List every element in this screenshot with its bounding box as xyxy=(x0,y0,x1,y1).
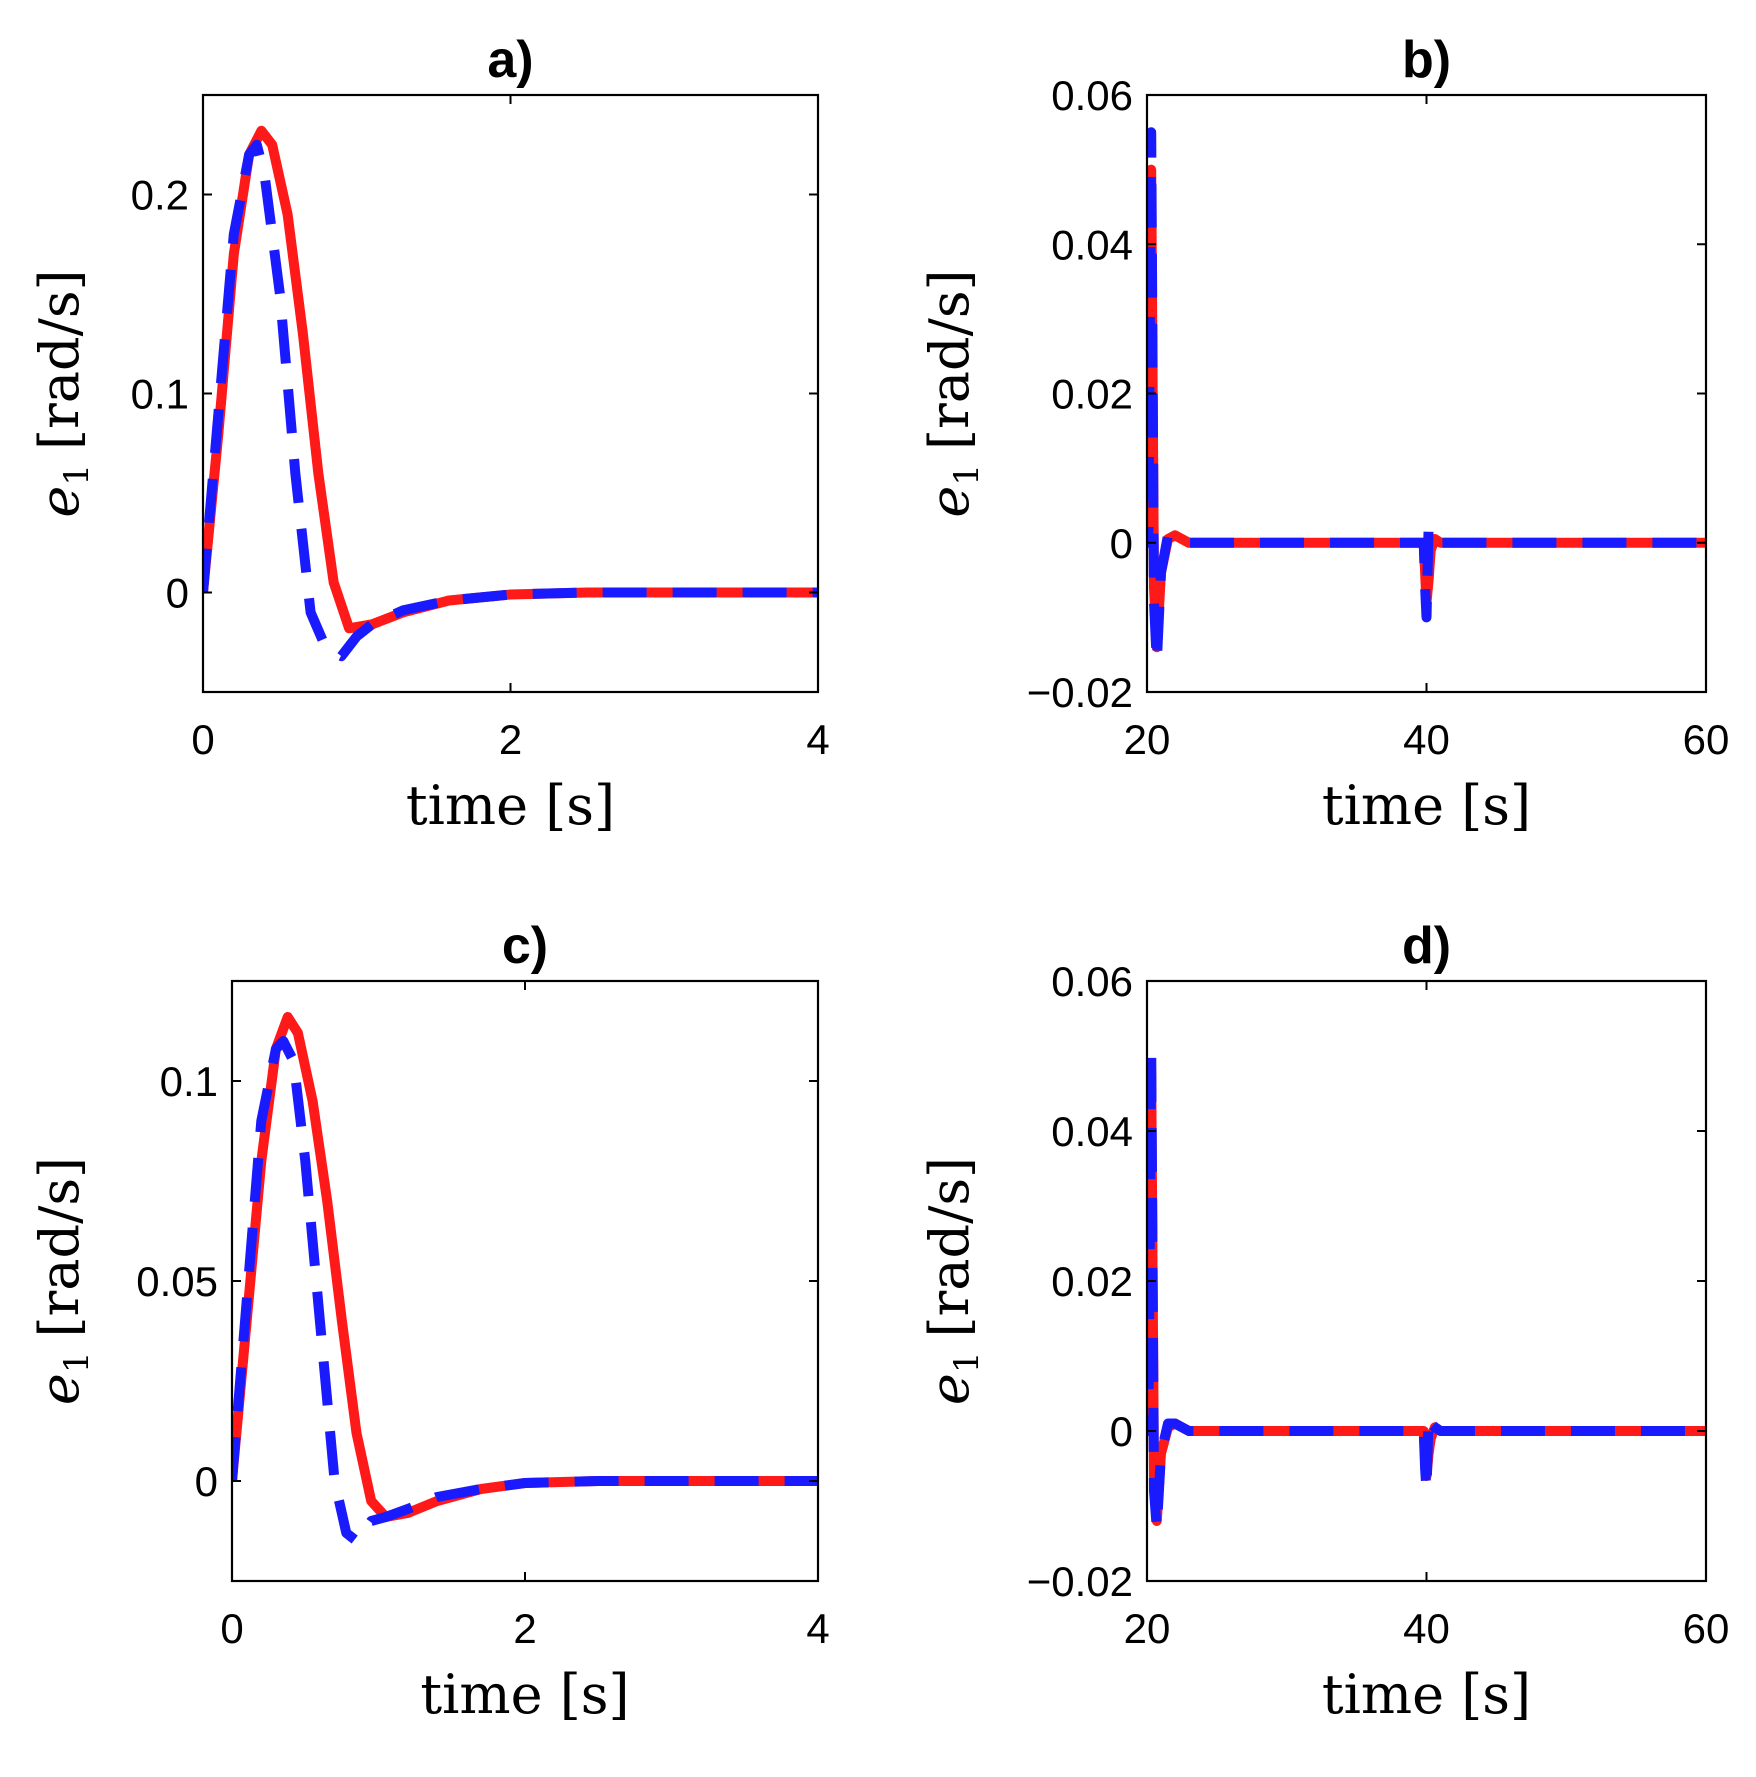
plot-frame xyxy=(201,93,820,694)
series-red-line xyxy=(232,1012,818,1522)
x-axis-label: time [s] xyxy=(420,1663,629,1726)
y-axis-label: e1 [rad/s] xyxy=(28,1157,97,1405)
panel-title: c) xyxy=(502,917,548,975)
y-tick-label: 0.02 xyxy=(1051,371,1133,418)
y-tick-label: −0.02 xyxy=(1027,669,1133,716)
y-tick-label: 0 xyxy=(166,570,189,617)
series-blue-line xyxy=(1147,1043,1706,1534)
panel-title: b) xyxy=(1402,31,1451,89)
panel-c: 0 2 4 0 0.05 0.1 c) time [s] e1 [rad/s] xyxy=(28,917,830,1726)
series-red-line xyxy=(203,125,818,634)
y-axis-label-subscript: 1 xyxy=(57,464,97,486)
y-axis-label-symbol: e xyxy=(918,1373,981,1405)
x-tick-label: 20 xyxy=(1124,1605,1171,1652)
y-axis-label-symbol: e xyxy=(28,486,91,518)
x-axis-label: time [s] xyxy=(1322,1663,1531,1726)
series-red-line xyxy=(1147,164,1706,653)
y-axis-label-subscript: 1 xyxy=(57,1352,97,1374)
y-tick-label: −0.02 xyxy=(1027,1558,1133,1605)
x-axis-label: time [s] xyxy=(406,774,615,837)
panel-a: 0 2 4 0 0.1 0.2 a) time [s] e1 [rad/s] xyxy=(28,31,830,837)
x-axis-label: time [s] xyxy=(1322,774,1531,837)
y-tick-label: 0.06 xyxy=(1051,72,1133,119)
series-blue-line xyxy=(1147,127,1706,668)
y-axis-label: e1 [rad/s] xyxy=(918,269,987,517)
x-tick-label: 60 xyxy=(1683,1605,1730,1652)
x-tick-label: 40 xyxy=(1403,1605,1450,1652)
y-axis-label-symbol: e xyxy=(28,1373,91,1405)
y-tick-label: 0.04 xyxy=(1051,1108,1133,1155)
series-group xyxy=(1147,127,1706,668)
y-tick-label: 0.2 xyxy=(131,172,189,219)
series-blue-line xyxy=(203,139,818,662)
x-tick-label: 0 xyxy=(220,1605,243,1652)
y-axis-label-unit: [rad/s] xyxy=(28,1157,91,1338)
y-axis-label: e1 [rad/s] xyxy=(918,1157,987,1405)
series-red-line xyxy=(1147,1066,1706,1526)
panel-title: a) xyxy=(487,31,533,89)
y-axis-label-symbol: e xyxy=(918,486,981,518)
plot-frame xyxy=(230,979,820,1583)
series-group xyxy=(203,125,818,662)
x-tick-label: 40 xyxy=(1403,716,1450,763)
y-axis-label-subscript: 1 xyxy=(947,464,987,486)
plot-frame xyxy=(1145,979,1708,1583)
y-tick-label: 0.05 xyxy=(136,1258,218,1305)
series-group xyxy=(232,1012,818,1546)
y-tick-label: 0.06 xyxy=(1051,958,1133,1005)
y-tick-label: 0 xyxy=(195,1458,218,1505)
y-axis-label-unit: [rad/s] xyxy=(918,1157,981,1338)
y-tick-label: 0.1 xyxy=(131,371,189,418)
x-tick-label: 2 xyxy=(499,716,522,763)
x-tick-label: 20 xyxy=(1124,716,1171,763)
y-axis-label-subscript: 1 xyxy=(947,1352,987,1374)
y-tick-label: 0.1 xyxy=(160,1058,218,1105)
x-tick-label: 4 xyxy=(806,1605,829,1652)
series-blue-line xyxy=(232,1036,818,1546)
y-axis-label-unit: [rad/s] xyxy=(28,269,91,450)
y-tick-label: 0 xyxy=(1110,520,1133,567)
y-tick-label: 0.02 xyxy=(1051,1258,1133,1305)
x-tick-label: 60 xyxy=(1683,716,1730,763)
panel-d: 20 40 60 −0.02 0 0.02 0.04 0.06 d) time [s] e1 [rad… xyxy=(918,917,1729,1726)
x-tick-label: 4 xyxy=(806,716,829,763)
y-tick-label: 0 xyxy=(1110,1408,1133,1455)
x-tick-label: 2 xyxy=(513,1605,536,1652)
panel-title: d) xyxy=(1402,917,1451,975)
x-tick-label: 0 xyxy=(191,716,214,763)
y-axis-label-unit: [rad/s] xyxy=(918,269,981,450)
series-group xyxy=(1147,1043,1706,1534)
y-tick-label: 0.04 xyxy=(1051,221,1133,268)
panel-b: 20 40 60 −0.02 0 0.02 0.04 0.06 b) time [s] e1 [rad… xyxy=(918,31,1729,837)
y-axis-label: e1 [rad/s] xyxy=(28,269,97,517)
